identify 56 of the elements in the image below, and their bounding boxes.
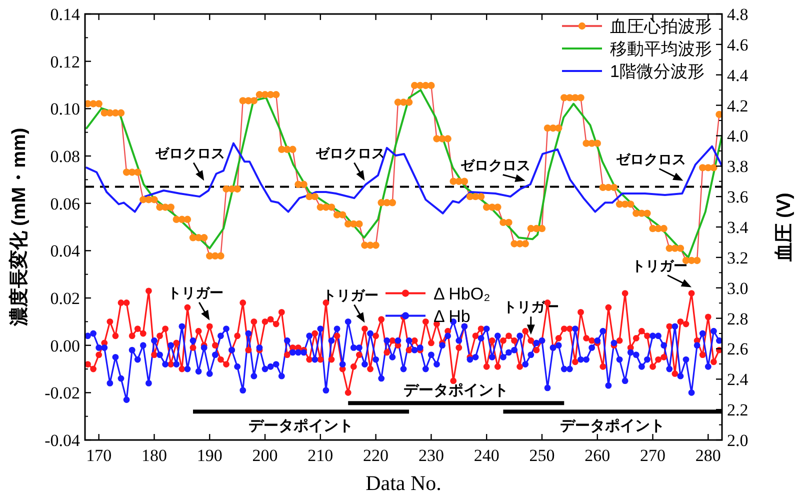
annotation: トリガー [322, 286, 379, 303]
y-axis-title: 濃度長変化 (mM・mm) [8, 128, 30, 328]
y2-tick-label: 2.8 [727, 309, 748, 328]
x-tick-label: 170 [86, 446, 112, 465]
y2-tick-label: 3.2 [727, 248, 748, 268]
y2-tick-label: 2.2 [727, 400, 748, 420]
y-tick-label: 0.02 [50, 289, 80, 308]
y2-tick-label: 2.0 [727, 431, 748, 450]
x-tick-label: 190 [196, 446, 222, 465]
x-tick-label: 220 [363, 446, 389, 465]
y-tick-label: -0.04 [44, 431, 80, 450]
y-tick-label: 0.00 [50, 336, 80, 356]
annotation: ゼロクロス [155, 144, 226, 161]
y2-tick-label: 2.4 [727, 370, 749, 390]
y-tick-label: 0.12 [50, 52, 80, 72]
series-label: データポイント [560, 418, 666, 435]
y2-tick-label: 4.8 [727, 5, 748, 24]
legend-label: Δ HbO₂ [434, 284, 490, 304]
annotation: トリガー [632, 257, 688, 274]
y2-tick-label: 2.6 [727, 340, 748, 359]
y-tick-label: 0.10 [50, 100, 80, 119]
x-tick-label: 240 [474, 446, 500, 465]
annotation: ゼロクロス [460, 156, 530, 173]
series-label: データポイント [404, 382, 509, 400]
x-tick-label: 180 [141, 446, 167, 465]
y-tick-label: -0.02 [44, 384, 80, 403]
x-tick-label: 210 [308, 446, 334, 465]
y2-tick-label: 3.0 [727, 278, 748, 298]
x-tick-label: 250 [529, 446, 555, 465]
x-tick-label: 260 [584, 446, 610, 465]
legend-label: 血圧心拍波形 [610, 17, 712, 36]
legend-label: Δ Hb [434, 306, 470, 326]
y2-tick-label: 4.0 [727, 126, 748, 146]
line-series [86, 142, 722, 214]
y2-tick-label: 4.6 [727, 35, 748, 54]
y-tick-label: 0.08 [50, 147, 80, 166]
y2-tick-label: 4.2 [727, 96, 748, 116]
annotation: ゼロクロス [616, 150, 686, 167]
legend-label: 1階微分波形 [610, 62, 704, 81]
y-tick-label: 0.04 [50, 242, 80, 261]
x-axis-title: Data No. [366, 471, 442, 495]
x-tick-label: 280 [695, 446, 721, 465]
annotation: トリガー [168, 284, 224, 300]
y2-tick-label: 3.6 [727, 188, 748, 207]
legend-label: 移動平均波形 [610, 40, 712, 58]
annotation: ゼロクロス [316, 144, 386, 161]
y2-tick-label: 3.4 [727, 218, 749, 237]
y2-axis-title: 血圧 (V) [774, 192, 795, 262]
x-tick-label: 230 [418, 446, 444, 465]
y-tick-label: 0.06 [50, 194, 80, 214]
series-label: データポイント [248, 418, 354, 435]
y2-tick-label: 4.4 [727, 66, 749, 85]
x-tick-label: 200 [252, 446, 278, 465]
y2-tick-label: 3.8 [727, 157, 748, 176]
y-tick-label: 0.14 [50, 5, 80, 24]
x-tick-label: 270 [640, 446, 666, 465]
